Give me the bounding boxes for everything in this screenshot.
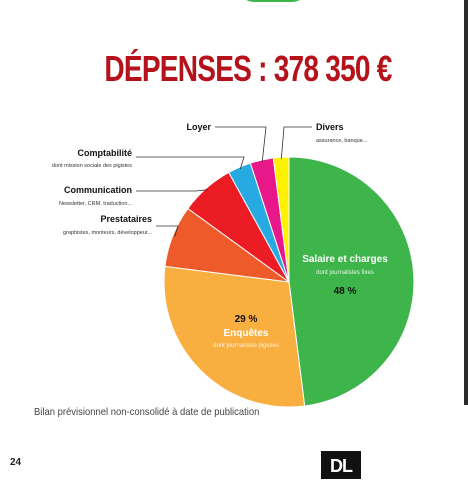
pie-slice-enquetes <box>163 265 306 408</box>
page-title: DÉPENSES : 378 350 € <box>55 48 420 90</box>
leader-line-divers <box>280 126 312 160</box>
previous-chart-arc <box>238 0 308 2</box>
sublabel-comptabilite: dont mission sociale des pigistes <box>52 163 132 169</box>
label-comptabilite: Comptabilité <box>77 148 132 158</box>
sublabel-communication: Newsletter, CRM, traduction... <box>59 201 133 207</box>
page-edge-bar <box>464 0 468 405</box>
leader-line-prestataires <box>156 225 179 237</box>
label-loyer: Loyer <box>186 122 211 132</box>
leader-lines <box>136 126 312 237</box>
leader-line-communication <box>136 189 208 192</box>
slice-sublabel-enquetes: dont journalistes pigistes <box>213 343 279 349</box>
sublabel-divers: assurance, banque... <box>316 138 368 144</box>
leader-line-loyer <box>215 126 267 163</box>
slice-label-enquetes: Enquêtes <box>223 328 268 339</box>
leader-line-comptabilite <box>136 156 245 170</box>
label-prestataires: Prestataires <box>100 214 152 224</box>
logo: DL <box>321 451 361 479</box>
footnote: Bilan prévisionnel non-consolidé à date … <box>34 406 260 418</box>
pie-slice-salaire <box>288 156 415 407</box>
pie-slices <box>163 156 415 408</box>
label-divers: Divers <box>316 122 344 132</box>
slice-value-salaire: 48 % <box>334 286 357 297</box>
page-title-text: DÉPENSES : 378 350 € <box>104 48 392 89</box>
slice-label-salaire: Salaire et charges <box>302 254 388 265</box>
slice-sublabel-salaire: dont journalistes fixes <box>316 270 374 276</box>
pie-labels: Salaire et charges dont journalistes fixe… <box>52 122 388 349</box>
page-number: 24 <box>10 457 22 468</box>
sublabel-prestataires: graphistes, monteurs, développeur... <box>63 230 152 236</box>
label-communication: Communication <box>64 185 132 195</box>
slice-value-enquetes: 29 % <box>235 314 258 325</box>
